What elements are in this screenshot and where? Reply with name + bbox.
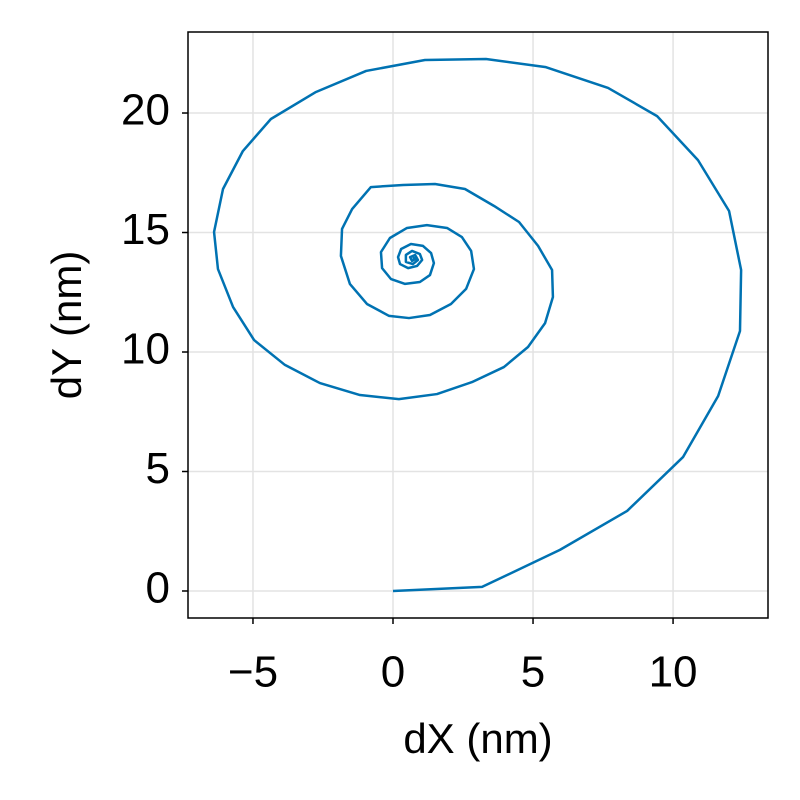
x-axis-label: dX (nm) [403,715,552,762]
plot-frame [187,31,769,619]
data-line [212,57,743,593]
x-tick-label: 5 [521,648,545,697]
y-tick-label: 5 [146,444,170,493]
y-tick-label: 15 [121,205,170,254]
y-tick-label: 10 [121,325,170,374]
x-tick-label: −5 [228,648,278,697]
y-tick-label: 0 [146,564,170,613]
x-tick-label: 0 [381,648,405,697]
y-axis-label: dY (nm) [43,251,90,400]
y-tick-label: 20 [121,86,170,135]
x-tick-label: 10 [649,648,698,697]
